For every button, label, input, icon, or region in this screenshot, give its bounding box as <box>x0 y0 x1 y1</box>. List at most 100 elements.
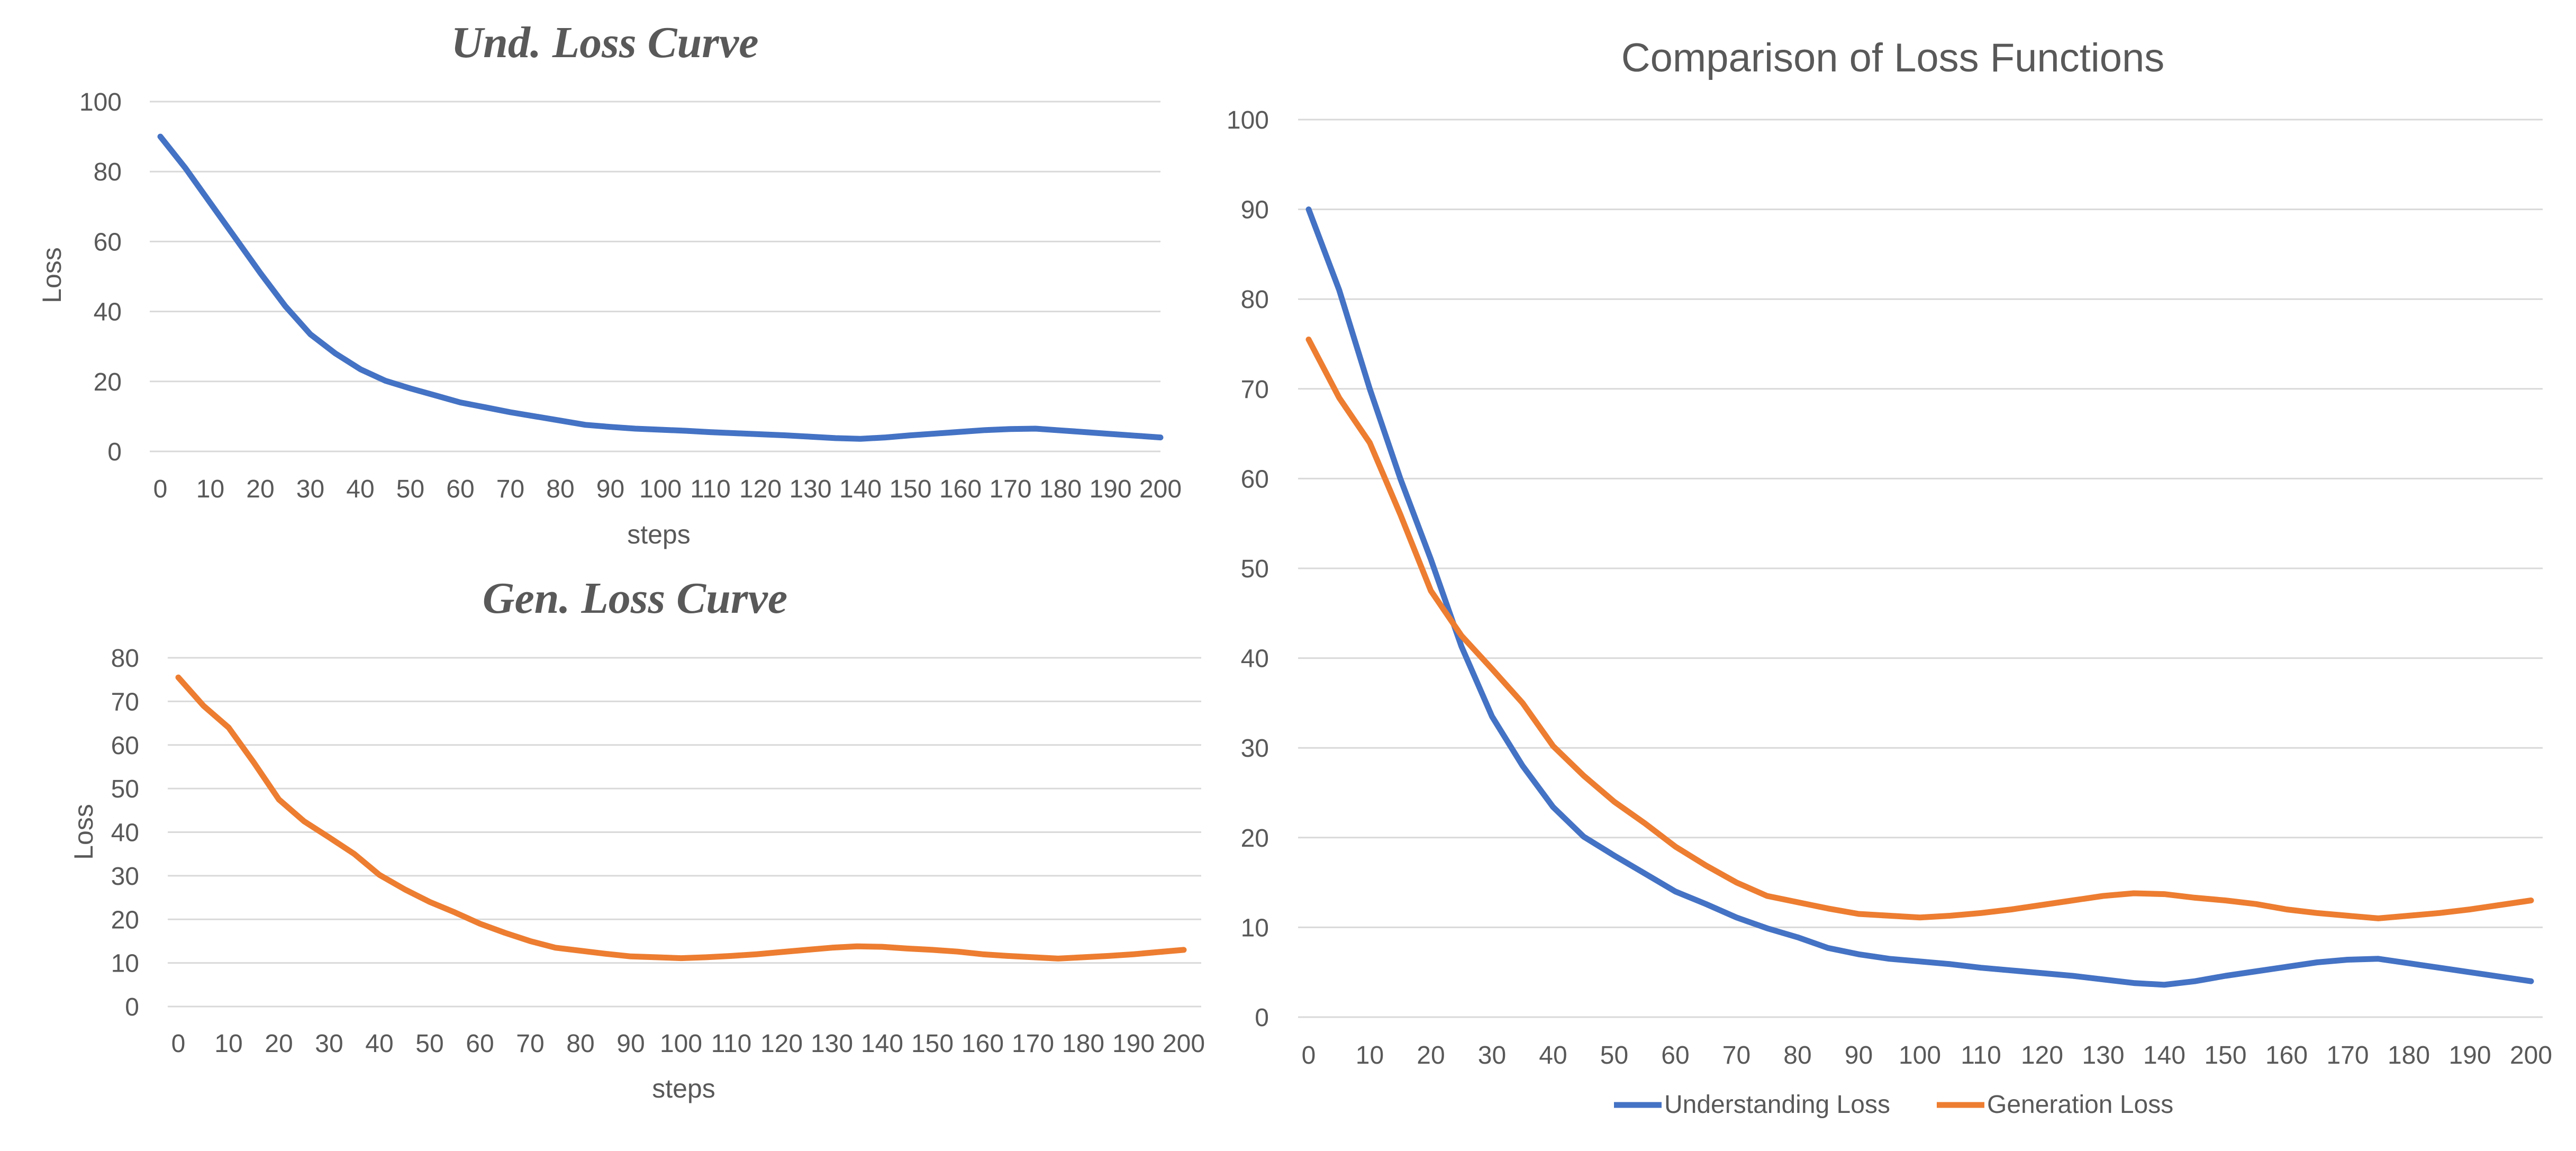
x-tick-label: 190 <box>2448 1041 2491 1070</box>
x-tick-label: 40 <box>365 1030 393 1058</box>
y-tick-label: 40 <box>111 819 139 847</box>
x-tick-label: 30 <box>315 1030 343 1058</box>
y-tick-label: 0 <box>1255 1004 1269 1032</box>
y-tick-label: 70 <box>1241 376 1269 404</box>
x-tick-label: 160 <box>962 1030 1004 1058</box>
chart-title: Comparison of Loss Functions <box>1621 35 2164 80</box>
x-tick-label: 80 <box>566 1030 594 1058</box>
x-tick-label: 170 <box>2326 1041 2369 1070</box>
x-tick-label: 120 <box>760 1030 803 1058</box>
y-tick-label: 70 <box>111 688 139 716</box>
x-tick-label: 90 <box>616 1030 645 1058</box>
y-tick-label: 100 <box>79 88 122 116</box>
x-tick-label: 200 <box>1139 475 1182 503</box>
series-line-generation-loss <box>1305 337 2534 921</box>
x-tick-label: 180 <box>2388 1041 2430 1070</box>
y-tick-label: 60 <box>1241 465 1269 493</box>
x-tick-label: 180 <box>1062 1030 1104 1058</box>
x-tick-label: 150 <box>911 1030 954 1058</box>
y-tick-label: 80 <box>94 158 122 186</box>
y-tick-label: 60 <box>111 732 139 760</box>
x-tick-label: 120 <box>2021 1041 2063 1070</box>
x-axis-label: steps <box>627 520 691 549</box>
y-tick-label: 80 <box>1241 286 1269 314</box>
x-tick-label: 160 <box>939 475 982 503</box>
legend-label-generation-loss: Generation Loss <box>1987 1091 2173 1119</box>
x-tick-label: 110 <box>1961 1041 2001 1070</box>
x-tick-label: 90 <box>596 475 624 503</box>
x-tick-label: 180 <box>1039 475 1082 503</box>
x-axis-label: steps <box>652 1074 715 1103</box>
chart-title: Gen. Loss Curve <box>483 574 787 623</box>
x-tick-label: 70 <box>516 1030 544 1058</box>
x-tick-label: 10 <box>196 475 224 503</box>
y-tick-label: 0 <box>125 993 139 1021</box>
x-tick-label: 50 <box>415 1030 443 1058</box>
y-tick-label: 0 <box>107 438 122 466</box>
y-tick-label: 10 <box>1241 914 1269 942</box>
und-loss-chart: 0 20 40 60 80 100 0 10 20 30 40 50 60 70 80 90 100 110 120… <box>37 18 1182 549</box>
x-tick-label: 170 <box>989 475 1031 503</box>
x-tick-label: 40 <box>1539 1041 1567 1070</box>
x-tick-label: 190 <box>1112 1030 1155 1058</box>
x-tick-label: 30 <box>296 475 324 503</box>
y-axis-label: Loss <box>69 804 98 860</box>
y-tick-label: 90 <box>1241 196 1269 224</box>
x-tick-label: 20 <box>265 1030 293 1058</box>
x-tick-label: 30 <box>1478 1041 1506 1070</box>
x-tick-label: 60 <box>446 475 474 503</box>
x-tick-label: 100 <box>1899 1041 1941 1070</box>
x-tick-label: 150 <box>2204 1041 2246 1070</box>
x-tick-label: 20 <box>1417 1041 1445 1070</box>
x-tick-label: 100 <box>660 1030 702 1058</box>
gen-loss-chart: 0 10 20 30 40 50 60 70 80 0 10 20 30 40 50 60 70 80 90 100 1… <box>69 574 1205 1103</box>
x-tick-label: 50 <box>396 475 424 503</box>
y-tick-label: 50 <box>111 775 139 803</box>
x-tick-label: 140 <box>839 475 882 503</box>
y-tick-label: 80 <box>111 645 139 673</box>
x-tick-label: 130 <box>789 475 831 503</box>
legend-label-understanding-loss: Understanding Loss <box>1664 1091 1890 1119</box>
y-tick-label: 40 <box>94 298 122 327</box>
x-tick-label: 80 <box>546 475 574 503</box>
x-tick-label: 70 <box>496 475 524 503</box>
x-tick-label: 60 <box>1661 1041 1689 1070</box>
x-tick-label: 0 <box>153 475 168 503</box>
x-tick-label: 140 <box>2143 1041 2185 1070</box>
series-line-generation-loss <box>175 674 1187 962</box>
x-tick-label: 100 <box>639 475 682 503</box>
x-tick-label: 0 <box>1302 1041 1316 1070</box>
y-tick-label: 60 <box>94 228 122 256</box>
y-tick-label: 100 <box>1227 106 1269 134</box>
y-tick-label: 50 <box>1241 555 1269 583</box>
x-tick-label: 60 <box>466 1030 494 1058</box>
x-tick-label: 130 <box>811 1030 853 1058</box>
chart-title: Und. Loss Curve <box>451 18 758 67</box>
x-tick-label: 110 <box>711 1030 752 1058</box>
y-tick-label: 20 <box>94 368 122 396</box>
y-tick-label: 30 <box>111 863 139 891</box>
y-tick-label: 20 <box>111 906 139 934</box>
y-tick-label: 10 <box>111 950 139 978</box>
x-tick-label: 170 <box>1012 1030 1054 1058</box>
x-tick-label: 20 <box>246 475 274 503</box>
x-tick-label: 10 <box>1356 1041 1384 1070</box>
y-axis-label: Loss <box>37 247 67 303</box>
x-tick-label: 80 <box>1783 1041 1811 1070</box>
comparison-loss-chart: 0 10 20 30 40 50 60 70 80 90 100 0 10 20 30 40 50 60 70 80 9… <box>1227 35 2552 1119</box>
y-tick-label: 30 <box>1241 735 1269 763</box>
x-tick-label: 200 <box>2510 1041 2552 1070</box>
x-tick-label: 70 <box>1722 1041 1750 1070</box>
y-tick-label: 20 <box>1241 824 1269 853</box>
series-line-understanding-loss <box>157 133 1164 442</box>
x-tick-label: 150 <box>889 475 931 503</box>
series-line-understanding-loss <box>1305 206 2534 988</box>
x-tick-label: 50 <box>1600 1041 1628 1070</box>
x-tick-label: 160 <box>2265 1041 2308 1070</box>
x-tick-label: 110 <box>690 475 731 503</box>
x-tick-label: 10 <box>214 1030 242 1058</box>
x-tick-label: 120 <box>739 475 782 503</box>
x-tick-label: 200 <box>1163 1030 1205 1058</box>
x-tick-label: 40 <box>346 475 374 503</box>
